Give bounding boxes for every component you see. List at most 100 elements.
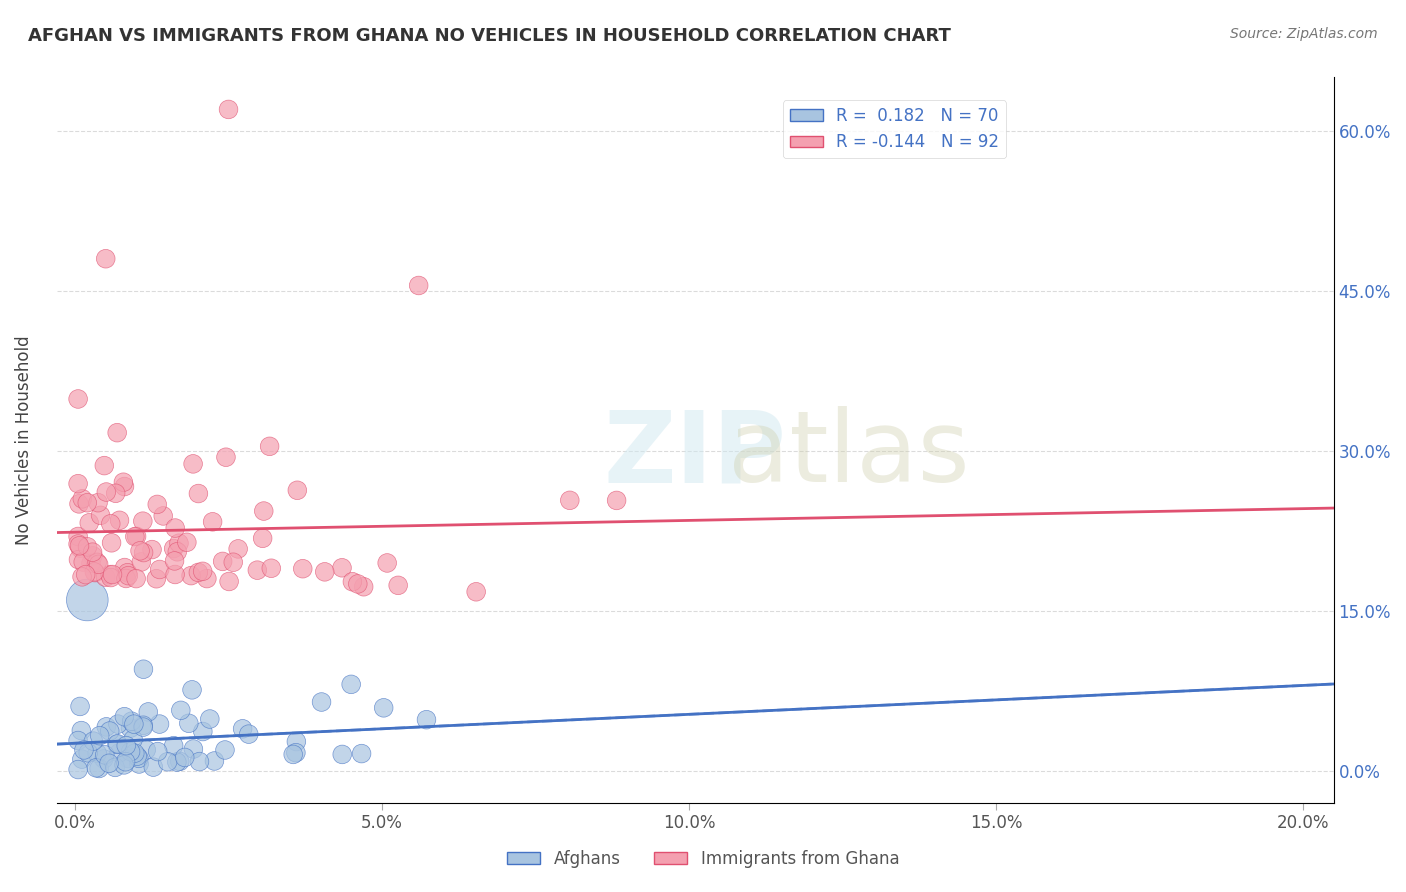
Point	[94, 252, 117, 266]
Point	[181, 457, 204, 471]
Point	[89, 729, 111, 743]
Point	[98, 756, 121, 771]
Point	[156, 755, 179, 769]
Point	[218, 103, 240, 117]
Point	[191, 564, 214, 578]
Point	[100, 516, 122, 531]
Point	[353, 580, 375, 594]
Point	[96, 720, 118, 734]
Point	[165, 521, 187, 535]
Point	[124, 530, 146, 544]
Point	[69, 699, 91, 714]
Point	[112, 757, 135, 772]
Point	[166, 755, 188, 769]
Point	[173, 750, 195, 764]
Point	[238, 727, 260, 741]
Point	[115, 572, 138, 586]
Point	[84, 761, 107, 775]
Point	[148, 717, 170, 731]
Point	[70, 752, 93, 766]
Point	[67, 392, 90, 406]
Point	[77, 516, 100, 530]
Point	[136, 705, 159, 719]
Point	[246, 563, 269, 577]
Point	[128, 751, 150, 765]
Point	[93, 458, 115, 473]
Point	[100, 536, 122, 550]
Point	[115, 739, 138, 753]
Point	[72, 555, 94, 569]
Point	[72, 491, 94, 506]
Point	[183, 742, 205, 756]
Point	[340, 677, 363, 691]
Point	[132, 720, 155, 734]
Point	[83, 565, 105, 579]
Point	[69, 541, 91, 555]
Point	[84, 566, 107, 580]
Point	[259, 439, 281, 453]
Point	[408, 278, 430, 293]
Point	[558, 493, 581, 508]
Point	[129, 544, 152, 558]
Point	[132, 718, 155, 732]
Point	[218, 574, 240, 589]
Point	[187, 486, 209, 500]
Point	[112, 475, 135, 490]
Point	[465, 584, 488, 599]
Point	[124, 746, 146, 760]
Point	[104, 760, 127, 774]
Point	[215, 450, 238, 465]
Point	[105, 425, 128, 440]
Point	[101, 567, 124, 582]
Point	[122, 732, 145, 747]
Point	[94, 570, 117, 584]
Point	[346, 577, 368, 591]
Point	[387, 578, 409, 592]
Point	[146, 745, 169, 759]
Point	[82, 549, 104, 563]
Point	[132, 514, 155, 528]
Point	[163, 739, 186, 753]
Point	[260, 561, 283, 575]
Text: Source: ZipAtlas.com: Source: ZipAtlas.com	[1230, 27, 1378, 41]
Point	[125, 529, 148, 543]
Text: atlas: atlas	[727, 406, 969, 503]
Point	[114, 755, 136, 769]
Point	[105, 738, 128, 752]
Point	[284, 746, 307, 760]
Point	[90, 508, 112, 523]
Point	[128, 756, 150, 771]
Point	[252, 531, 274, 545]
Point	[180, 568, 202, 582]
Point	[152, 508, 174, 523]
Point	[108, 746, 131, 760]
Point	[70, 570, 93, 584]
Point	[104, 486, 127, 500]
Legend: R =  0.182   N = 70, R = -0.144   N = 92: R = 0.182 N = 70, R = -0.144 N = 92	[783, 100, 1007, 158]
Point	[98, 567, 121, 582]
Point	[70, 723, 93, 738]
Point	[201, 515, 224, 529]
Point	[87, 496, 110, 510]
Point	[135, 743, 157, 757]
Point	[187, 566, 209, 580]
Point	[94, 747, 117, 762]
Point	[100, 570, 122, 584]
Point	[222, 555, 245, 569]
Point	[177, 716, 200, 731]
Y-axis label: No Vehicles in Household: No Vehicles in Household	[15, 335, 32, 545]
Point	[108, 513, 131, 527]
Point	[330, 561, 353, 575]
Point	[342, 574, 364, 589]
Point	[311, 695, 333, 709]
Point	[226, 541, 249, 556]
Point	[606, 493, 628, 508]
Point	[195, 572, 218, 586]
Point	[165, 567, 187, 582]
Point	[67, 529, 90, 543]
Point	[93, 752, 115, 766]
Point	[82, 545, 104, 559]
Point	[191, 724, 214, 739]
Point	[167, 536, 190, 550]
Point	[163, 554, 186, 568]
